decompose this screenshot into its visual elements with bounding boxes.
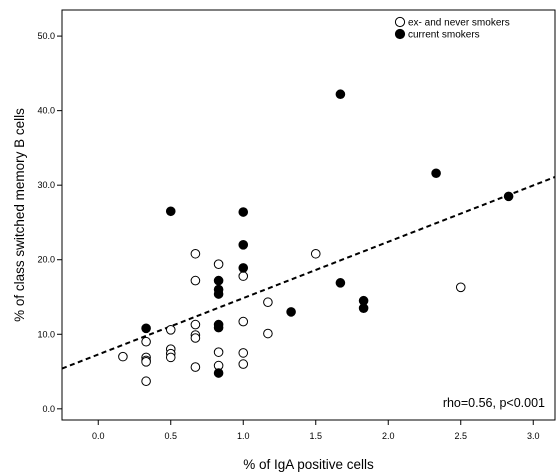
correlation-annotation: rho=0.56, p<0.001 (443, 396, 545, 410)
data-point-ex-never-smoker (141, 336, 151, 347)
data-point-ex-never-smoker (238, 359, 249, 369)
data-point-ex-never-smoker (190, 362, 201, 372)
x-tick-label: 3.0 (527, 431, 540, 441)
data-point-ex-never-smoker (263, 297, 273, 308)
data-point-ex-never-smoker (141, 376, 151, 387)
x-tick-label: 2.0 (382, 431, 395, 441)
y-tick-label: 0.0 (42, 404, 55, 414)
data-point-current-smoker (165, 206, 176, 217)
data-point-ex-never-smoker (213, 259, 224, 270)
data-point-current-smoker (238, 207, 249, 217)
data-point-ex-never-smoker (263, 328, 273, 339)
plot-frame (61, 9, 556, 421)
data-point-ex-never-smoker (165, 325, 176, 335)
x-tick-label: 1.0 (237, 431, 250, 441)
legend-marker-current-smokers (394, 28, 406, 40)
legend-marker-ex-never-smokers (394, 16, 406, 28)
data-point-ex-never-smoker (190, 248, 201, 259)
legend-label-current-smokers: current smokers (408, 30, 480, 41)
x-axis-label: % of IgA positive cells (243, 457, 374, 472)
data-point-ex-never-smoker (213, 347, 224, 357)
y-tick-label: 20.0 (37, 255, 55, 265)
data-point-current-smoker (141, 323, 151, 334)
x-axis-ticks: 0.0 0.5 1.0 1.5 2.0 2.5 3.0 (92, 420, 540, 441)
data-point-ex-never-smoker (190, 319, 201, 330)
trend-line (61, 176, 556, 370)
y-tick-label: 50.0 (37, 31, 55, 41)
x-tick-label: 2.5 (454, 431, 467, 441)
data-points (118, 89, 514, 387)
x-tick-label: 0.5 (164, 431, 177, 441)
data-point-current-smoker (335, 278, 346, 288)
data-point-ex-never-smoker (118, 351, 128, 362)
data-point-ex-never-smoker (238, 271, 249, 281)
y-axis-ticks: 0.0 10.0 20.0 30.0 40.0 50.0 (37, 31, 62, 414)
data-point-ex-never-smoker (141, 357, 151, 367)
x-tick-label: 0.0 (92, 431, 105, 441)
data-point-current-smoker (503, 191, 514, 202)
data-point-ex-never-smoker (190, 333, 201, 343)
data-point-current-smoker (286, 307, 296, 317)
data-point-ex-never-smoker (190, 275, 201, 286)
data-point-current-smoker (358, 303, 369, 313)
y-tick-label: 10.0 (37, 329, 55, 339)
x-tick-label: 1.5 (309, 431, 322, 441)
data-point-ex-never-smoker (238, 316, 249, 327)
data-point-ex-never-smoker (238, 348, 249, 358)
data-point-current-smoker (213, 368, 224, 378)
y-tick-label: 40.0 (37, 106, 55, 116)
data-point-current-smoker (213, 275, 224, 286)
data-point-current-smoker (213, 289, 224, 299)
data-point-ex-never-smoker (310, 248, 321, 259)
y-tick-label: 30.0 (37, 180, 55, 190)
data-point-current-smoker (335, 89, 346, 100)
y-axis-label: % of class switched memory B cells (12, 108, 27, 322)
data-point-current-smoker (213, 322, 224, 333)
data-point-current-smoker (238, 263, 249, 273)
data-point-ex-never-smoker (165, 352, 176, 363)
legend-label-ex-never-smokers: ex- and never smokers (408, 18, 510, 29)
legend: ex- and never smokers current smokers (394, 16, 510, 41)
data-point-current-smoker (238, 240, 249, 250)
data-point-ex-never-smoker (455, 282, 466, 293)
data-point-current-smoker (431, 168, 441, 179)
